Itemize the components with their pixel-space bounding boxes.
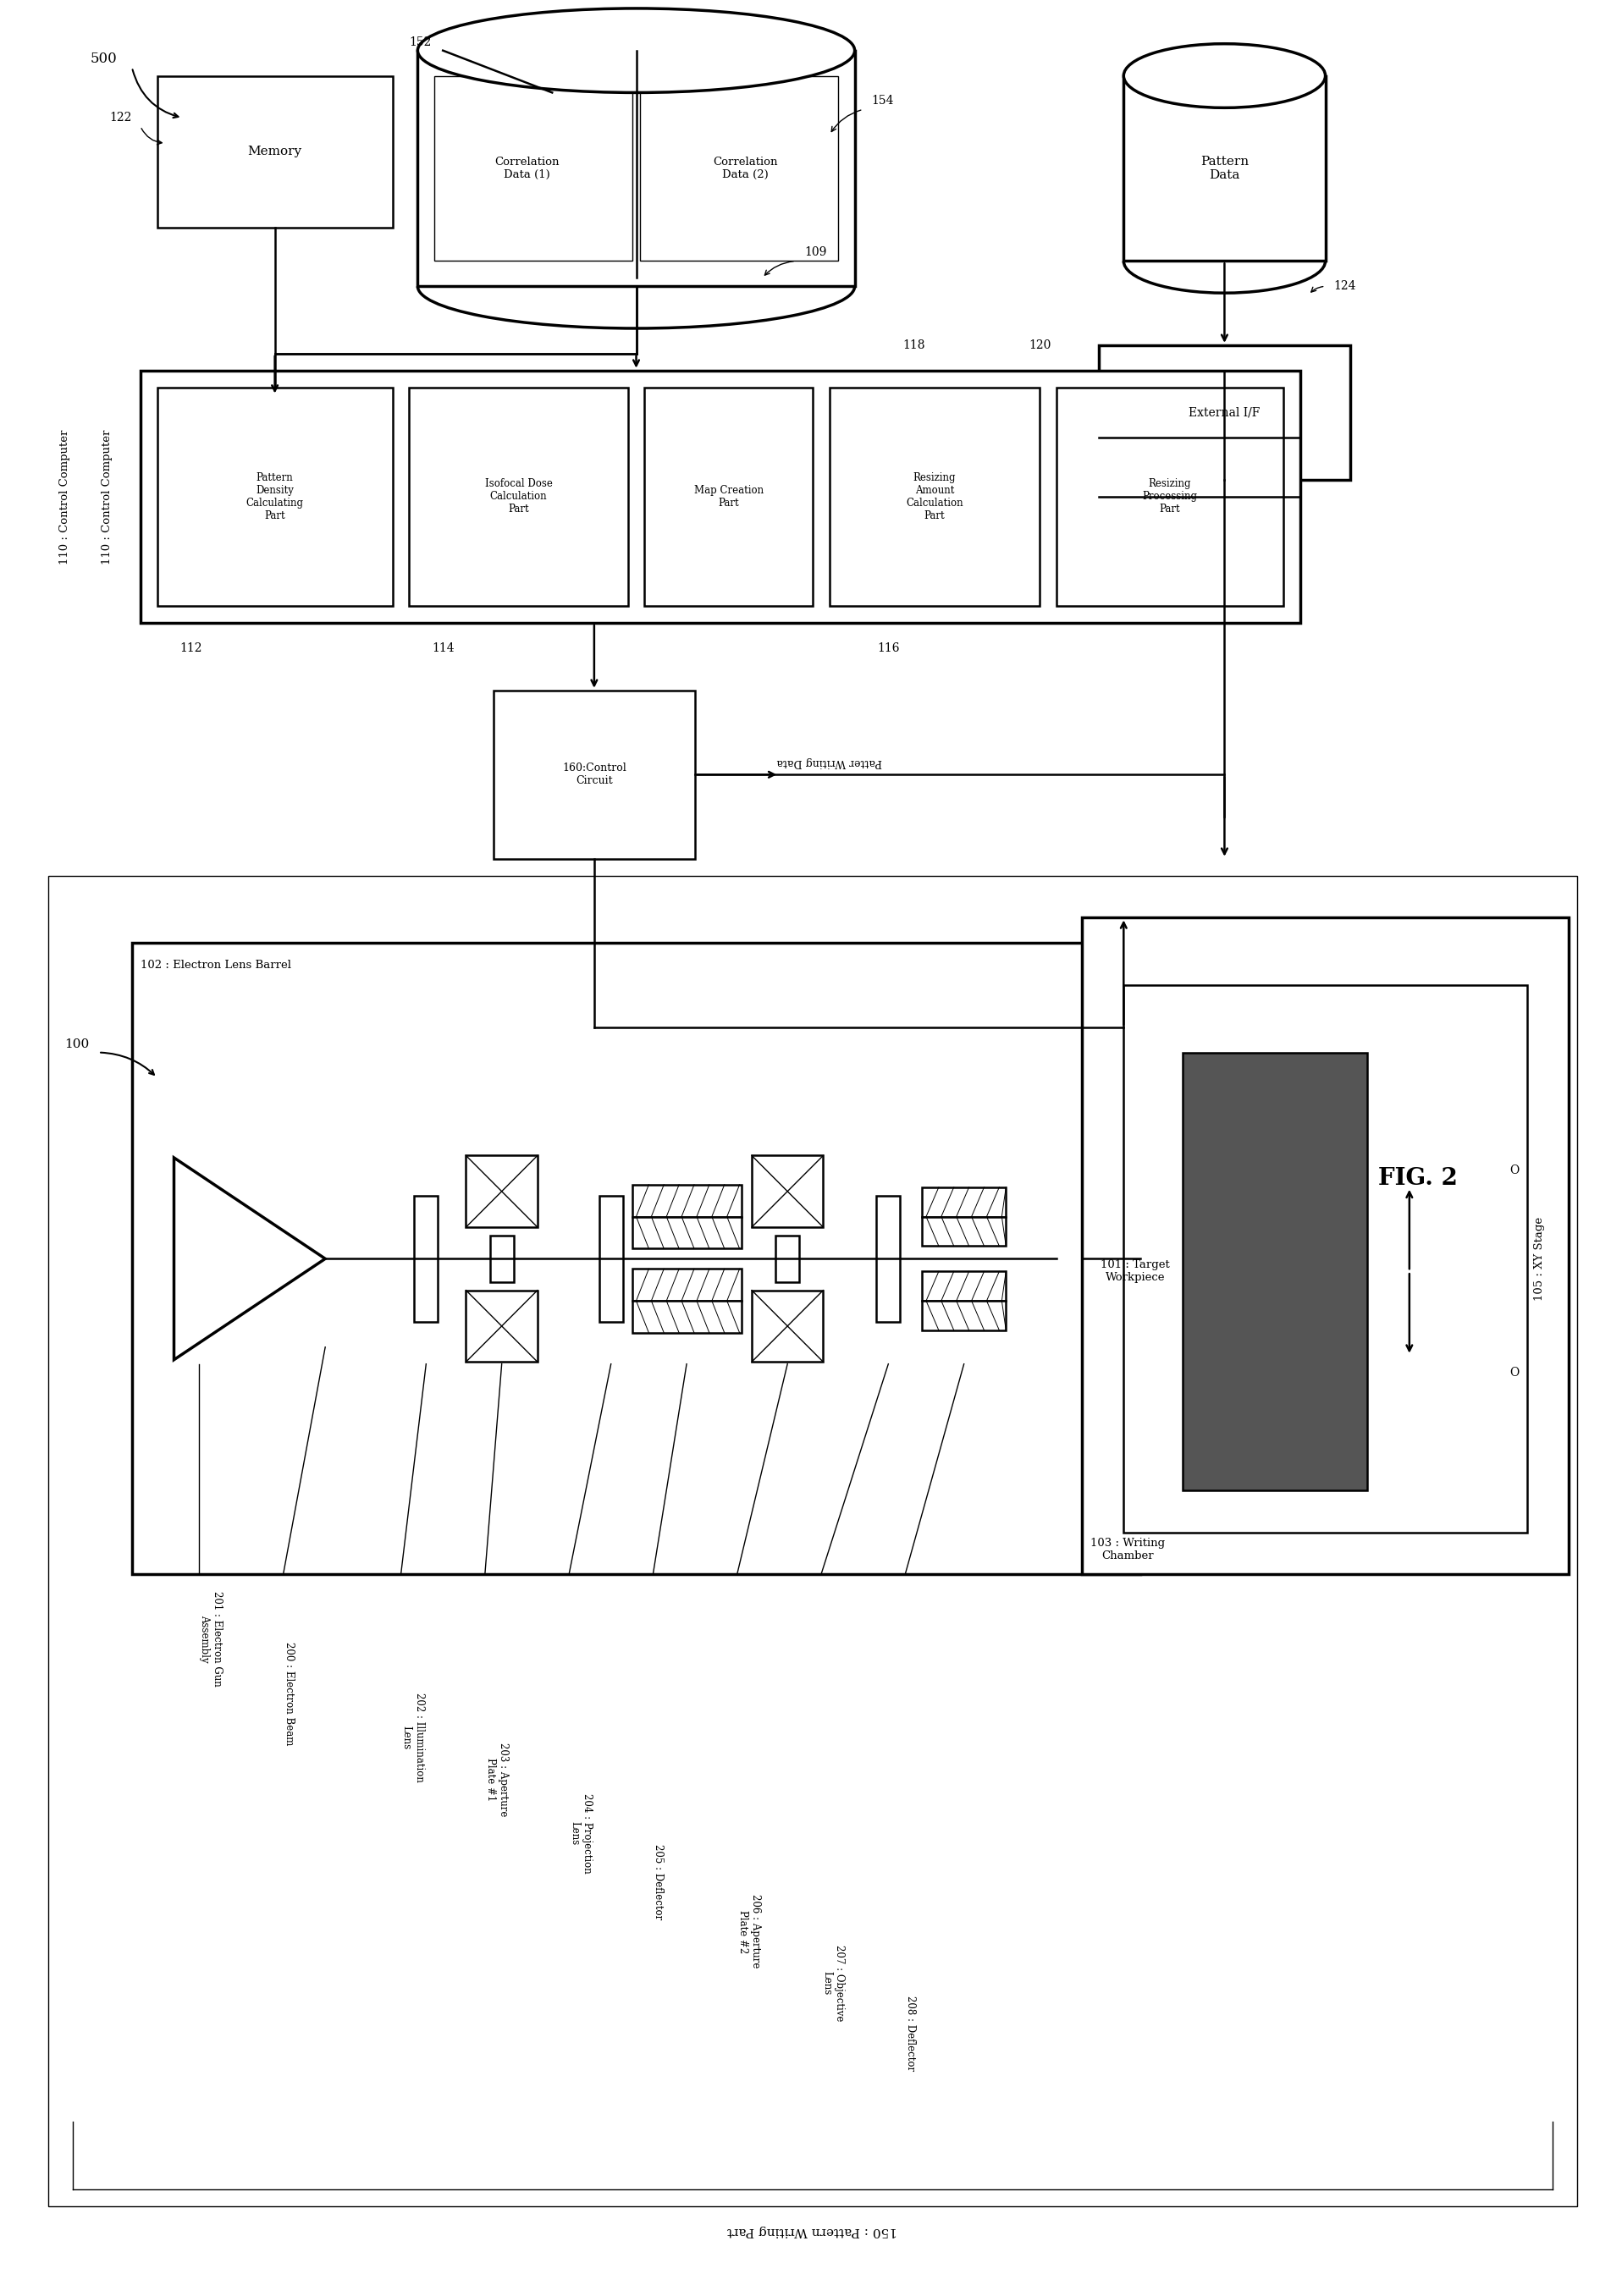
Bar xyxy=(751,1155,824,1226)
Bar xyxy=(493,691,694,859)
Text: 110 : Control Computer: 110 : Control Computer xyxy=(101,429,112,565)
Bar xyxy=(409,388,628,606)
Bar xyxy=(829,388,1040,606)
Text: 114: 114 xyxy=(431,643,454,654)
Bar xyxy=(435,76,633,262)
Text: 203 : Aperture
Plate #1: 203 : Aperture Plate #1 xyxy=(485,1743,509,1816)
Text: Resizing
Processing
Part: Resizing Processing Part xyxy=(1142,478,1197,514)
Bar xyxy=(418,51,855,287)
Text: FIG. 2: FIG. 2 xyxy=(1379,1166,1458,1189)
Text: 124: 124 xyxy=(1333,280,1356,292)
Bar xyxy=(633,1302,741,1332)
Text: 208 : Deflector: 208 : Deflector xyxy=(905,1995,916,2071)
Bar xyxy=(921,1302,1006,1329)
Text: Isofocal Dose
Calculation
Part: Isofocal Dose Calculation Part xyxy=(485,478,553,514)
Bar xyxy=(644,388,813,606)
Text: 500: 500 xyxy=(89,53,117,67)
Text: Pattern
Data: Pattern Data xyxy=(1200,156,1249,181)
Bar xyxy=(141,370,1301,622)
Text: 206 : Aperture
Plate #2: 206 : Aperture Plate #2 xyxy=(736,1894,761,1968)
Text: External I/F: External I/F xyxy=(1189,406,1260,418)
Bar xyxy=(633,1217,741,1249)
Text: O: O xyxy=(1510,1164,1520,1176)
Text: 101 : Target
Workpiece: 101 : Target Workpiece xyxy=(1101,1261,1169,1283)
Bar xyxy=(49,875,1578,2206)
Text: 100: 100 xyxy=(65,1038,89,1049)
Text: Memory: Memory xyxy=(248,145,302,158)
Text: Patter Writing Data: Patter Writing Data xyxy=(777,755,882,767)
Bar xyxy=(876,1196,900,1322)
Text: Resizing
Amount
Calculation
Part: Resizing Amount Calculation Part xyxy=(907,473,963,521)
Bar xyxy=(1056,388,1283,606)
Bar xyxy=(466,1290,537,1362)
Bar xyxy=(131,944,1140,1575)
Text: 202 : Illumination
Lens: 202 : Illumination Lens xyxy=(401,1692,425,1782)
Polygon shape xyxy=(174,1157,326,1359)
Bar xyxy=(466,1155,537,1226)
Text: 103 : Writing
Chamber: 103 : Writing Chamber xyxy=(1090,1538,1165,1561)
Bar xyxy=(1124,76,1325,262)
Text: 201 : Electron Gun
Assembly: 201 : Electron Gun Assembly xyxy=(200,1591,222,1688)
Bar xyxy=(1082,918,1568,1575)
Text: 160:Control
Circuit: 160:Control Circuit xyxy=(563,762,626,788)
Bar xyxy=(157,76,393,227)
Text: Correlation
Data (2): Correlation Data (2) xyxy=(714,156,779,179)
Text: 110 : Control Computer: 110 : Control Computer xyxy=(60,429,70,565)
Text: 200 : Electron Beam: 200 : Electron Beam xyxy=(284,1642,294,1745)
Text: 105 : XY Stage: 105 : XY Stage xyxy=(1534,1217,1546,1300)
Ellipse shape xyxy=(418,9,855,92)
Bar xyxy=(599,1196,623,1322)
Bar xyxy=(157,388,393,606)
Text: 207 : Objective
Lens: 207 : Objective Lens xyxy=(821,1945,845,2020)
Bar xyxy=(921,1272,1006,1302)
Text: 154: 154 xyxy=(871,94,894,108)
Text: 204 : Projection
Lens: 204 : Projection Lens xyxy=(569,1793,592,1874)
Text: 122: 122 xyxy=(110,113,131,124)
Text: 109: 109 xyxy=(805,246,827,259)
Bar xyxy=(1098,344,1351,480)
Text: Map Creation
Part: Map Creation Part xyxy=(694,484,764,510)
Text: Pattern
Density
Calculating
Part: Pattern Density Calculating Part xyxy=(247,473,303,521)
Bar xyxy=(641,76,839,262)
Bar xyxy=(921,1187,1006,1217)
Bar xyxy=(775,1235,800,1281)
Ellipse shape xyxy=(1124,44,1325,108)
Bar xyxy=(1182,1052,1367,1490)
Text: 152: 152 xyxy=(409,37,431,48)
Bar xyxy=(751,1290,824,1362)
Text: 205 : Deflector: 205 : Deflector xyxy=(654,1844,663,1919)
Bar xyxy=(633,1185,741,1217)
Bar xyxy=(490,1235,514,1281)
Bar xyxy=(921,1217,1006,1247)
Bar xyxy=(414,1196,438,1322)
Text: Correlation
Data (1): Correlation Data (1) xyxy=(495,156,560,179)
Text: 102 : Electron Lens Barrel: 102 : Electron Lens Barrel xyxy=(141,960,290,971)
Text: 112: 112 xyxy=(180,643,203,654)
Text: 118: 118 xyxy=(902,340,925,351)
Bar xyxy=(1124,985,1526,1531)
Text: O: O xyxy=(1510,1366,1520,1378)
Text: 116: 116 xyxy=(878,643,900,654)
Text: 150 : Pattern Writing Part: 150 : Pattern Writing Part xyxy=(728,2225,897,2236)
Text: 120: 120 xyxy=(1028,340,1051,351)
Bar xyxy=(633,1270,741,1302)
